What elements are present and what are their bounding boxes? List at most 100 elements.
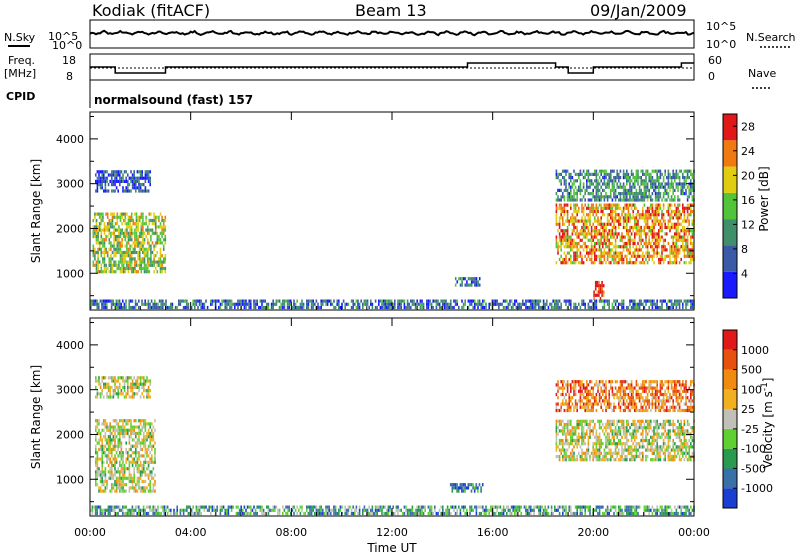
data-cell — [611, 219, 614, 223]
data-cell — [680, 192, 682, 196]
data-cell — [690, 299, 692, 303]
data-cell — [664, 254, 666, 258]
data-cell — [128, 479, 131, 484]
data-cell — [560, 442, 562, 446]
data-cell — [346, 508, 348, 512]
data-cell — [437, 302, 439, 306]
data-cell — [658, 219, 660, 223]
data-cell — [509, 299, 511, 303]
data-cell — [136, 385, 139, 389]
data-cell — [127, 419, 129, 423]
data-cell — [137, 234, 139, 239]
data-cell — [128, 176, 131, 180]
data-cell — [378, 508, 380, 512]
data-cell — [464, 302, 466, 306]
data-cell — [643, 254, 646, 258]
data-cell — [96, 305, 98, 310]
data-cell — [211, 505, 214, 509]
data-cell — [638, 229, 641, 233]
data-cell — [194, 302, 196, 306]
data-cell — [566, 422, 569, 427]
data-cell — [602, 245, 604, 249]
data-cell — [190, 508, 193, 512]
data-cell — [135, 212, 138, 216]
data-cell — [123, 382, 126, 386]
data-cell — [152, 305, 154, 310]
data-cell — [232, 302, 234, 306]
data-cell — [92, 250, 95, 255]
data-cell — [296, 305, 298, 310]
data-cell — [579, 251, 582, 255]
data-cell — [96, 179, 99, 183]
data-cell — [121, 241, 123, 245]
data-cell — [616, 254, 618, 258]
data-cell — [595, 442, 598, 446]
data-cell — [106, 428, 108, 432]
data-cell — [601, 284, 603, 288]
data-cell — [134, 222, 136, 226]
data-cell — [576, 254, 578, 258]
data-cell — [562, 426, 564, 430]
data-cell — [94, 302, 97, 306]
data-cell — [133, 376, 135, 380]
data-cell — [592, 442, 594, 446]
data-cell — [151, 460, 153, 464]
data-cell — [691, 198, 694, 202]
data-cell — [610, 192, 612, 196]
data-cell — [115, 435, 118, 439]
data-cell — [538, 508, 540, 512]
data-cell — [138, 257, 141, 261]
data-cell — [141, 454, 143, 458]
data-cell — [480, 486, 482, 490]
data-cell — [192, 299, 194, 303]
data-cell — [574, 254, 577, 258]
data-cell — [143, 266, 146, 271]
data-cell — [586, 432, 588, 436]
data-cell — [427, 305, 430, 310]
data-cell — [138, 486, 140, 490]
data-cell — [98, 505, 100, 509]
data-cell — [661, 222, 663, 226]
data-cell — [151, 444, 153, 448]
data-cell — [347, 511, 350, 516]
data-cell — [140, 244, 143, 248]
data-cell — [130, 212, 133, 216]
data-cell — [603, 251, 606, 255]
data-cell — [662, 176, 665, 180]
data-cell — [159, 254, 162, 258]
data-cell — [246, 302, 249, 306]
data-cell — [135, 260, 138, 264]
data-cell — [98, 241, 101, 245]
data-cell — [598, 203, 601, 207]
data-cell — [659, 299, 662, 303]
data-cell — [240, 505, 242, 509]
data-cell — [686, 198, 689, 202]
data-cell — [629, 245, 631, 249]
data-cell — [100, 241, 103, 245]
data-cell — [635, 198, 638, 202]
data-cell — [115, 489, 118, 493]
data-cell — [683, 213, 686, 217]
data-cell — [112, 505, 114, 509]
data-cell — [602, 429, 604, 433]
data-cell — [422, 511, 425, 516]
data-cell — [472, 486, 474, 490]
data-cell — [103, 247, 106, 251]
data-cell — [127, 263, 130, 267]
data-cell — [115, 486, 118, 490]
data-cell — [606, 302, 609, 306]
data-cell — [318, 511, 321, 516]
data-cell — [384, 302, 386, 306]
data-cell — [464, 483, 466, 487]
data-cell — [242, 299, 244, 303]
data-cell — [451, 489, 454, 493]
data-cell — [97, 266, 99, 271]
data-cell — [134, 260, 136, 264]
data-cell — [634, 235, 636, 239]
data-cell — [650, 172, 652, 176]
data-cell — [563, 458, 566, 462]
data-cell — [326, 508, 329, 512]
data-cell — [688, 185, 690, 189]
data-cell — [371, 508, 374, 512]
